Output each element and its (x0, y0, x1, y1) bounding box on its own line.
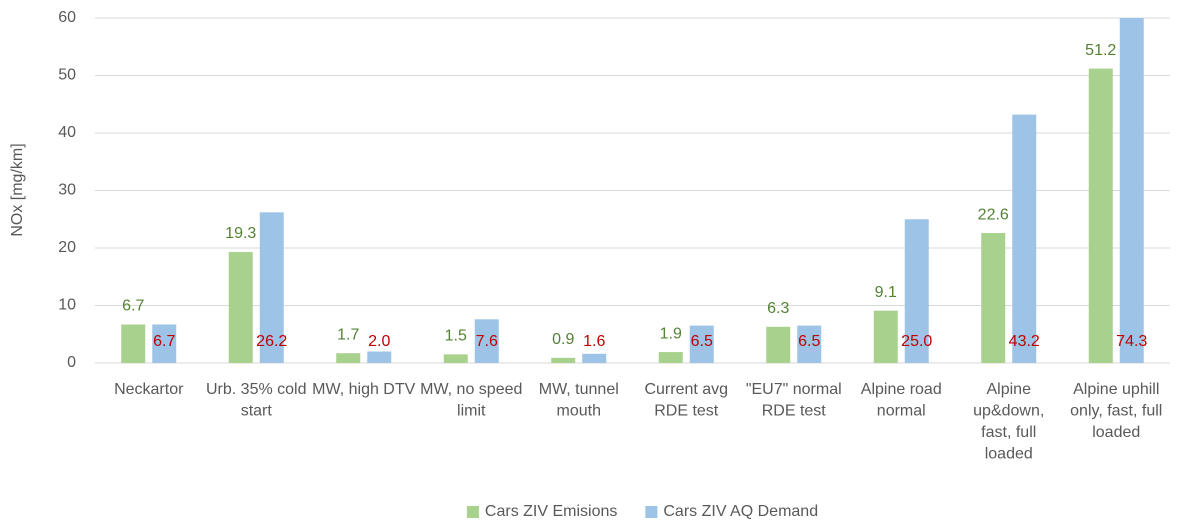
y-tick-label: 10 (58, 297, 76, 314)
y-tick-label: 0 (67, 354, 76, 371)
x-tick-label: MW, high DTV (312, 381, 415, 398)
x-tick-label: Alpine uphill only, fast, full loaded (1070, 381, 1162, 441)
data-label: 2.0 (368, 333, 390, 350)
bar (904, 219, 929, 363)
bar (336, 353, 361, 363)
data-label: 1.6 (583, 333, 605, 350)
bar (689, 325, 714, 363)
x-tick-label: Current avg RDE test (644, 381, 728, 420)
data-label: 26.2 (256, 333, 287, 350)
legend-item: Cars ZIV AQ Demand (645, 503, 818, 520)
bar (766, 326, 791, 363)
y-tick-label: 40 (58, 124, 76, 141)
bar (658, 352, 683, 363)
bar (551, 357, 576, 363)
data-label: 1.7 (337, 326, 359, 343)
legend-label: Cars ZIV AQ Demand (663, 503, 818, 520)
data-label: 25.0 (901, 333, 932, 350)
x-tick-label: Alpine road normal (861, 381, 942, 420)
data-label: 22.6 (978, 206, 1009, 223)
x-tick-label: Alpine up&down, fast, full loaded (973, 381, 1044, 463)
bar (367, 351, 392, 363)
legend-item: Cars ZIV Emisions (466, 503, 617, 520)
bar (873, 310, 898, 363)
x-tick-label: MW, tunnel mouth (539, 381, 619, 420)
x-tick-label: Neckartor (114, 381, 184, 398)
bar (443, 354, 468, 363)
y-tick-label: 50 (58, 67, 76, 84)
y-tick-label: 30 (58, 182, 76, 199)
y-tick-label: 20 (58, 239, 76, 256)
bar (797, 325, 822, 363)
data-label: 1.9 (660, 325, 682, 342)
data-label: 6.5 (798, 333, 820, 350)
y-tick-label: 60 (58, 9, 76, 26)
bar (981, 233, 1006, 363)
legend-label: Cars ZIV Emisions (485, 503, 617, 520)
y-axis-title: NOx [mg/km] (9, 143, 26, 236)
data-label: 9.1 (875, 284, 897, 301)
bar (152, 324, 177, 363)
data-label: 0.9 (552, 331, 574, 348)
bar (474, 319, 499, 363)
data-label: 6.7 (153, 333, 175, 350)
data-label: 6.7 (122, 298, 144, 315)
x-tick-label: MW, no speed limit (420, 381, 522, 420)
bar (1088, 68, 1113, 363)
legend-swatch (466, 506, 479, 518)
data-label: 19.3 (225, 225, 256, 242)
bar (228, 252, 253, 363)
x-tick-label: "EU7" normal RDE test (746, 381, 842, 420)
bar (259, 212, 284, 363)
x-tick-label: Urb. 35% cold start (206, 381, 307, 420)
plot-area (121, 18, 1144, 364)
data-label: 6.3 (767, 300, 789, 317)
data-label: 6.5 (691, 333, 713, 350)
legend-swatch (645, 506, 658, 518)
bar (1012, 114, 1037, 363)
data-label: 51.2 (1085, 42, 1116, 59)
data-label: 1.5 (445, 328, 467, 345)
bar (121, 324, 146, 363)
bar (582, 353, 607, 363)
data-label: 7.6 (476, 333, 498, 350)
data-label: 74.3 (1116, 333, 1147, 350)
bar (1119, 18, 1144, 364)
data-label: 43.2 (1009, 333, 1040, 350)
